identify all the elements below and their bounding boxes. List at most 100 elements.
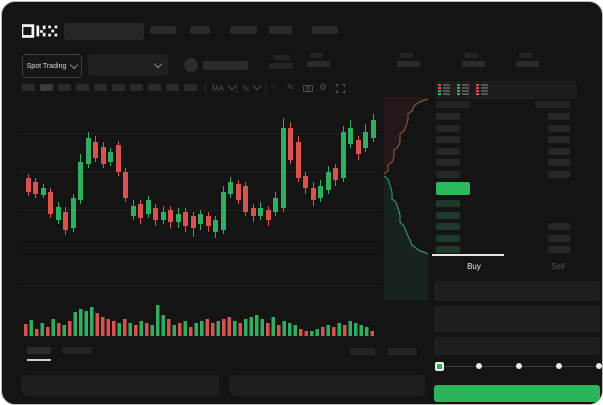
timeframe-button[interactable] [94, 84, 107, 91]
timeframe-button[interactable] [184, 84, 197, 91]
volume-bar [365, 327, 369, 336]
last-price-highlight[interactable] [436, 182, 470, 195]
bid-amount-cell[interactable] [548, 246, 570, 253]
nav-item-5[interactable] [312, 26, 338, 34]
volume-bar [370, 331, 374, 336]
candle-body [146, 200, 151, 214]
slider-stop[interactable] [476, 363, 482, 369]
slider-handle[interactable] [435, 362, 444, 371]
timeframe-button[interactable] [22, 84, 35, 91]
bid-amount-cell[interactable] [548, 234, 570, 242]
candle-body [251, 208, 256, 216]
price-input[interactable] [434, 281, 600, 301]
volume-bar [244, 319, 248, 336]
ask-amount-cell[interactable] [548, 170, 570, 178]
search-input[interactable] [64, 23, 144, 40]
ask-price-cell[interactable] [436, 170, 460, 178]
ask-price-cell[interactable] [436, 147, 460, 155]
book-both-icon[interactable] [438, 84, 451, 96]
ask-amount-cell[interactable] [548, 136, 570, 143]
line-style-icon[interactable]: ~ [271, 82, 276, 91]
candle-body [281, 128, 286, 208]
candle-body [273, 198, 278, 212]
bid-price-cell[interactable] [436, 200, 460, 207]
timeframe-button[interactable] [166, 84, 179, 91]
indicator-dropdown[interactable]: MA [212, 81, 237, 94]
ask-price-cell[interactable] [436, 113, 460, 120]
volume-bar [128, 323, 132, 336]
candle-body [153, 208, 158, 220]
volume-bar [150, 325, 154, 336]
total-input[interactable] [434, 337, 600, 355]
last-price-placeholder [274, 55, 290, 60]
candle-body [288, 128, 293, 160]
orderbook-col-header-amount [535, 101, 570, 108]
ask-amount-cell[interactable] [548, 124, 570, 132]
buy-submit-button[interactable] [434, 385, 600, 402]
tab-sell[interactable]: Sell [551, 262, 565, 271]
bottom-tab-active-underline [27, 359, 51, 361]
pair-selector-dropdown[interactable] [88, 54, 168, 76]
timeframe-button[interactable] [148, 84, 161, 91]
bid-price-cell[interactable] [436, 234, 460, 242]
timeframe-button[interactable] [130, 84, 143, 91]
bottom-tab-2[interactable] [62, 347, 92, 354]
settings-gear-icon[interactable]: ⚙ [319, 82, 328, 92]
bottom-action-2[interactable] [388, 348, 417, 355]
volume-bar [343, 325, 347, 336]
volume-bar [310, 331, 314, 336]
ask-amount-cell[interactable] [548, 147, 570, 155]
slider-stop[interactable] [596, 363, 602, 369]
volume-bar [40, 323, 44, 336]
toggle-row-color [438, 87, 441, 89]
ask-amount-cell[interactable] [548, 159, 570, 166]
nav-item-2[interactable] [190, 26, 210, 34]
timeframe-button[interactable] [40, 84, 53, 91]
candle-body [56, 207, 61, 220]
bid-price-cell[interactable] [436, 223, 460, 230]
nav-item-1[interactable] [150, 26, 176, 34]
draw-pencil-icon[interactable]: ✎ [287, 83, 294, 92]
slider-stop[interactable] [556, 363, 562, 369]
timeframe-button[interactable] [112, 84, 125, 91]
bid-amount-cell[interactable] [548, 223, 570, 230]
timeframe-button[interactable] [58, 84, 71, 91]
timeframe-button[interactable] [76, 84, 89, 91]
ask-amount-cell[interactable] [548, 113, 570, 120]
volume-bar [167, 319, 171, 336]
okx-logo[interactable] [22, 23, 60, 39]
market-type-selector[interactable]: Spot Trading [22, 54, 82, 78]
volume-bar [139, 321, 143, 336]
candle-body [333, 168, 338, 180]
tab-buy[interactable]: Buy [467, 262, 481, 271]
toggle-row-bar [462, 90, 469, 92]
depth-ask-line [383, 98, 429, 175]
toggle-row-color [457, 90, 460, 92]
stat4-label [519, 53, 532, 58]
stat3-value [462, 61, 485, 67]
bottom-tab-1[interactable] [27, 347, 51, 354]
toggle-row-color [457, 93, 460, 95]
chevron-down-icon [70, 60, 79, 70]
book-bids-icon[interactable] [457, 84, 470, 96]
nav-item-4[interactable] [269, 26, 292, 34]
depth-chart[interactable] [380, 95, 432, 305]
bottom-action-1[interactable] [350, 348, 375, 355]
slider-stop[interactable] [516, 363, 522, 369]
toggle-row-bar [481, 84, 488, 86]
book-asks-icon[interactable] [476, 84, 489, 96]
camera-icon[interactable] [303, 84, 313, 92]
candlestick-chart[interactable] [20, 100, 380, 340]
ask-price-cell[interactable] [436, 136, 460, 143]
candle-body [86, 138, 91, 164]
bid-price-cell[interactable] [436, 246, 460, 253]
amount-input[interactable] [434, 306, 600, 332]
active-tab-indicator [432, 254, 504, 256]
ask-price-cell[interactable] [436, 159, 460, 166]
function-dropdown[interactable]: fx [243, 81, 262, 94]
volume-bar [90, 307, 94, 336]
ask-price-cell[interactable] [436, 124, 460, 132]
bid-price-cell[interactable] [436, 211, 460, 219]
fullscreen-icon[interactable] [336, 84, 345, 93]
nav-item-3[interactable] [230, 26, 257, 34]
